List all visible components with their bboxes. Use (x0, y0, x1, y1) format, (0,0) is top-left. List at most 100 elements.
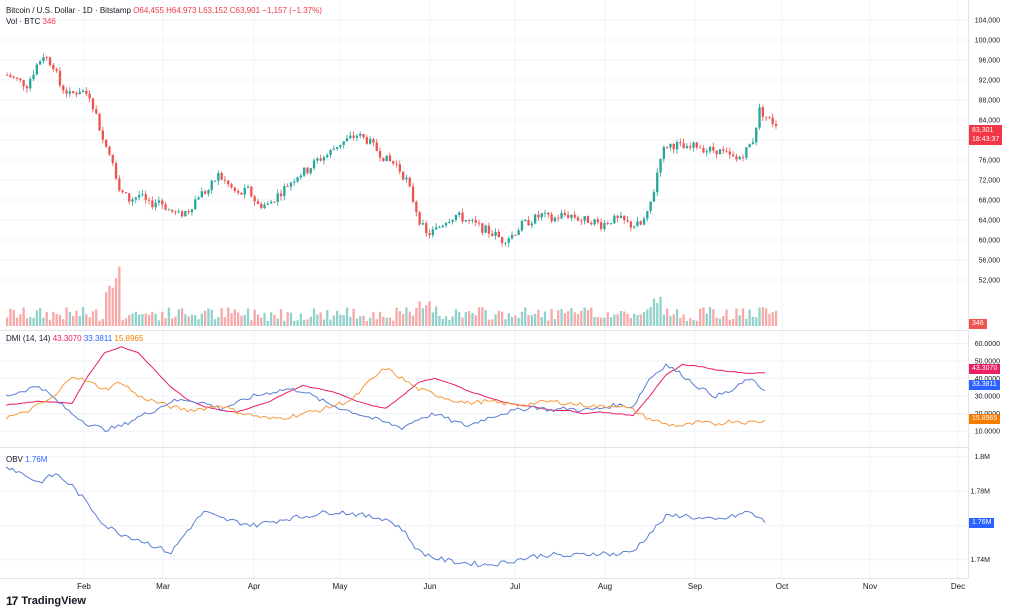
price-badge-countdown: 18:43:37 (972, 136, 1000, 143)
dmi-legend[interactable]: DMI (14, 14) 43.3070 33.3811 15.8965 (6, 334, 143, 344)
tradingview-logo-icon: 17 (6, 594, 18, 608)
price-badge-value: 83,301 (972, 127, 994, 134)
candle-body (679, 142, 682, 144)
candle-body (91, 98, 95, 110)
candle (689, 142, 692, 151)
candle (289, 181, 293, 191)
candle-body (121, 190, 124, 193)
time-tick-label: Sep (688, 582, 703, 591)
volume-bar (708, 307, 712, 326)
volume-bar (497, 310, 500, 326)
candle (180, 209, 184, 219)
candle (715, 150, 718, 159)
candle-body (745, 147, 748, 158)
candle-body (388, 155, 392, 162)
volume-bars (6, 266, 778, 326)
volume-bar (609, 317, 613, 326)
time-tick-label: Jul (510, 582, 520, 591)
candle-body (468, 220, 471, 221)
candle-body (514, 234, 517, 236)
volume-legend[interactable]: Vol · BTC 346 (6, 17, 56, 27)
candle (603, 219, 606, 232)
pane-separator-dmi (0, 330, 968, 331)
tradingview-logo[interactable]: 17 TradingView (6, 594, 86, 608)
volume-bar (487, 319, 491, 326)
volume-bar (563, 313, 566, 326)
candle (415, 200, 418, 217)
candle (332, 145, 335, 151)
candle-body (695, 142, 698, 148)
candle (421, 219, 425, 226)
candle-body (557, 217, 560, 219)
candle (504, 241, 507, 246)
volume-bar (633, 313, 636, 326)
volume-bar (534, 313, 537, 326)
candle (494, 228, 497, 240)
candle (345, 134, 349, 142)
candle (227, 180, 230, 188)
candle (550, 211, 553, 223)
candle (246, 184, 250, 189)
candle (105, 139, 108, 148)
candle (161, 198, 164, 209)
candle (560, 209, 563, 220)
volume-bar (517, 317, 520, 326)
candle-body (213, 180, 217, 182)
candle (537, 210, 540, 221)
candle (755, 127, 758, 146)
candle (563, 209, 566, 217)
volume-label: Vol · BTC (6, 17, 41, 26)
candle-body (243, 187, 246, 195)
volume-bar (121, 319, 124, 326)
volume-bar (385, 317, 388, 326)
volume-bar (405, 307, 408, 326)
candle (392, 160, 395, 166)
volume-bar (220, 308, 223, 326)
volume-bar (177, 309, 180, 326)
candle (296, 176, 299, 184)
candle (352, 131, 355, 141)
pane-separator-time (0, 578, 968, 579)
volume-bar (326, 310, 329, 326)
candle (342, 141, 345, 149)
candle (540, 212, 543, 221)
volume-bar (72, 315, 75, 326)
candle-body (623, 215, 626, 221)
grid-lines (0, 0, 968, 578)
volume-bar (180, 308, 184, 326)
candle-body (748, 144, 751, 148)
candle-body (613, 215, 616, 224)
candle (534, 213, 537, 225)
time-tick-label: Feb (77, 582, 91, 591)
volume-bar (273, 314, 276, 326)
dmi-label: DMI (14, 14) (6, 334, 51, 343)
candle-body (705, 151, 708, 153)
candle-body (378, 150, 382, 158)
volume-bar (32, 317, 35, 326)
volume-bar (322, 319, 326, 326)
candle-body (197, 197, 200, 200)
candle-body (180, 211, 184, 217)
candle (633, 225, 636, 229)
candle (299, 173, 302, 180)
candle (372, 137, 375, 146)
candle-body (580, 220, 583, 222)
candle-body (286, 186, 289, 187)
volume-bar (761, 307, 764, 326)
candle-body (708, 146, 712, 152)
candle (385, 155, 388, 162)
candle (29, 76, 32, 92)
candle-body (151, 200, 154, 208)
candle (593, 218, 596, 226)
main-legend[interactable]: Bitcoin / U.S. Dollar · 1D · Bitstamp O6… (6, 6, 322, 15)
candle-body (481, 223, 484, 233)
volume-bar (91, 311, 95, 326)
volume-bar (35, 310, 38, 326)
candle-body (345, 138, 349, 142)
volume-bar (619, 311, 623, 326)
candle (418, 210, 421, 226)
time-tick-label: Jun (424, 582, 437, 591)
obv-legend[interactable]: OBV 1.76M (6, 455, 47, 465)
volume-bar (689, 318, 692, 326)
volume-bar (286, 312, 289, 326)
